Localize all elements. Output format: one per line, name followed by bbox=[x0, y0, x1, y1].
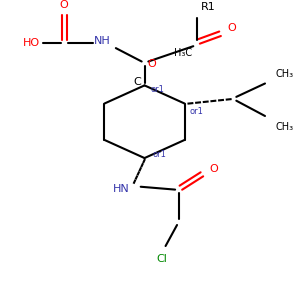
Text: CH₃: CH₃ bbox=[275, 69, 293, 79]
Text: HN: HN bbox=[113, 184, 130, 194]
Text: or1: or1 bbox=[153, 150, 167, 159]
Text: CH₃: CH₃ bbox=[275, 122, 293, 133]
Text: O: O bbox=[227, 23, 236, 33]
Text: C: C bbox=[133, 76, 141, 87]
Text: H₃C: H₃C bbox=[174, 48, 192, 58]
Text: HO: HO bbox=[23, 38, 40, 48]
Text: NH: NH bbox=[94, 36, 111, 46]
Text: O: O bbox=[209, 164, 218, 174]
Text: or1: or1 bbox=[189, 107, 203, 116]
Text: Cl: Cl bbox=[156, 254, 167, 264]
Text: O: O bbox=[60, 0, 69, 10]
Text: or1: or1 bbox=[151, 85, 165, 94]
Text: O: O bbox=[148, 59, 157, 69]
Text: R1: R1 bbox=[201, 2, 216, 12]
